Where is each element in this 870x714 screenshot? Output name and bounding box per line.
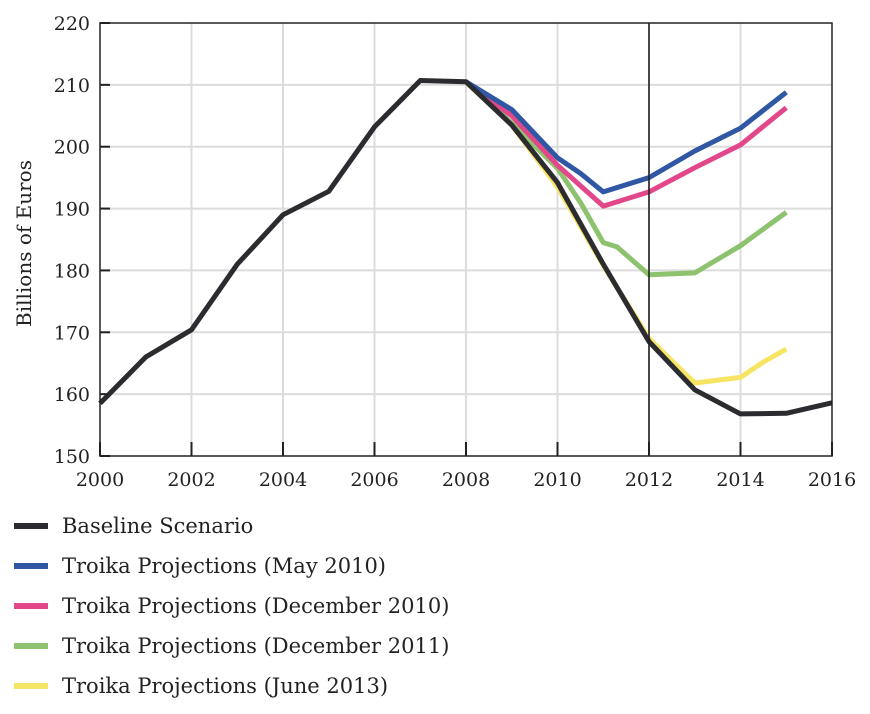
legend-label: Troika Projections (December 2011) (62, 634, 450, 658)
x-tick-label: 2010 (533, 469, 581, 491)
x-tick-label: 2014 (716, 469, 764, 491)
series-line-0 (98, 78, 833, 417)
plot-frame (99, 22, 833, 457)
legend-item: Troika Projections (December 2010) (14, 586, 449, 626)
y-tick-label: 190 (54, 199, 90, 221)
x-tick-label: 2000 (76, 469, 124, 491)
y-axis-tick-labels: 150 160 170 180 190 200 210 220 (54, 13, 90, 468)
x-tick-label: 2002 (167, 469, 215, 491)
y-tick-label: 200 (54, 137, 90, 159)
legend-swatch (14, 563, 48, 569)
legend-swatch (14, 603, 48, 609)
x-tick-label: 2012 (625, 469, 673, 491)
legend-swatch (14, 683, 48, 689)
legend-item: Troika Projections (June 2013) (14, 666, 449, 706)
y-tick-label: 180 (54, 260, 90, 282)
legend-label: Troika Projections (May 2010) (62, 554, 387, 578)
legend: Baseline Scenario Troika Projections (May… (14, 506, 449, 706)
legend-swatch (14, 643, 48, 649)
line-chart: 2000 2002 2004 2006 2008 2010 2012 2014 2016 150… (12, 13, 856, 491)
x-tick-label: 2006 (350, 469, 398, 491)
y-tick-label: 160 (54, 384, 90, 406)
series-line-1 (464, 79, 788, 195)
legend-item: Troika Projections (May 2010) (14, 546, 449, 586)
legend-item: Troika Projections (December 2011) (14, 626, 449, 666)
legend-label: Troika Projections (December 2010) (62, 594, 450, 618)
y-axis-label: Billions of Euros (12, 160, 36, 327)
legend-item: Baseline Scenario (14, 506, 449, 546)
y-tick-label: 150 (54, 446, 90, 468)
x-tick-label: 2008 (442, 469, 490, 491)
y-tick-label: 220 (54, 13, 90, 35)
y-tick-label: 170 (54, 322, 90, 344)
x-axis-tick-labels: 2000 2002 2004 2006 2008 2010 2012 2014 2016 (76, 469, 856, 491)
series-line-2 (464, 79, 788, 209)
grid (100, 23, 832, 456)
y-tick-label: 210 (54, 75, 90, 97)
legend-swatch (14, 523, 48, 529)
legend-label: Baseline Scenario (62, 514, 254, 538)
x-tick-label: 2016 (808, 469, 856, 491)
legend-label: Troika Projections (June 2013) (62, 674, 389, 698)
series-line-3 (464, 79, 788, 278)
x-tick-label: 2004 (259, 469, 307, 491)
